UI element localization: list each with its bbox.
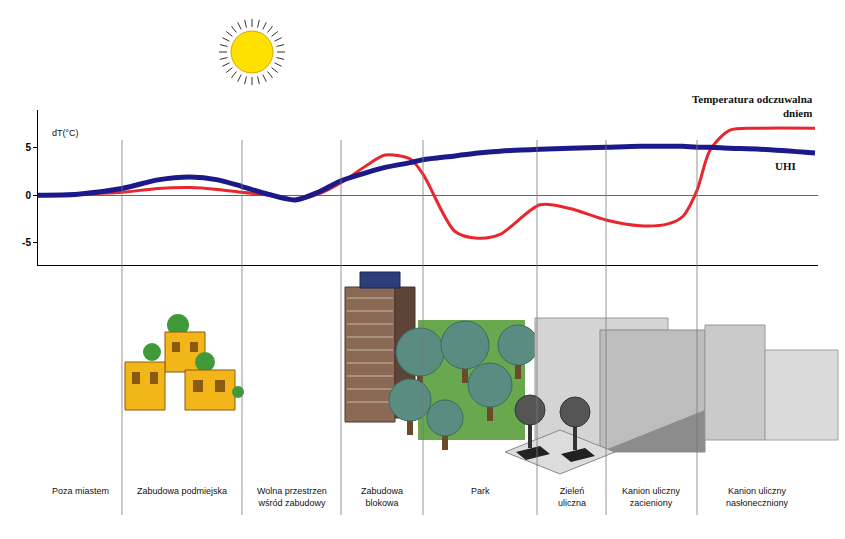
svg-text:Zabudowablokowa: Zabudowablokowa: [361, 486, 403, 508]
svg-text:Zieleńuliczna: Zieleńuliczna: [558, 486, 586, 508]
svg-text:0: 0: [25, 190, 31, 201]
svg-text:Zabudowa podmiejska: Zabudowa podmiejska: [137, 486, 227, 496]
svg-text:5: 5: [25, 142, 31, 153]
svg-text:-5: -5: [22, 237, 31, 248]
svg-text:Kanion ulicznyzacieniony: Kanion ulicznyzacieniony: [622, 486, 681, 508]
svg-text:Wolna przestrzenwśród zabudowy: Wolna przestrzenwśród zabudowy: [257, 486, 327, 508]
svg-text:Temperatura odczuwalnadniem: Temperatura odczuwalnadniem: [692, 93, 813, 119]
svg-text:Poza miastem: Poza miastem: [52, 486, 109, 496]
svg-text:Park: Park: [471, 486, 490, 496]
svg-text:UHI: UHI: [775, 160, 796, 172]
svg-text:dT(°C): dT(°C): [52, 128, 79, 138]
svg-text:Kanion ulicznynasłoneczniony: Kanion ulicznynasłoneczniony: [726, 486, 789, 508]
